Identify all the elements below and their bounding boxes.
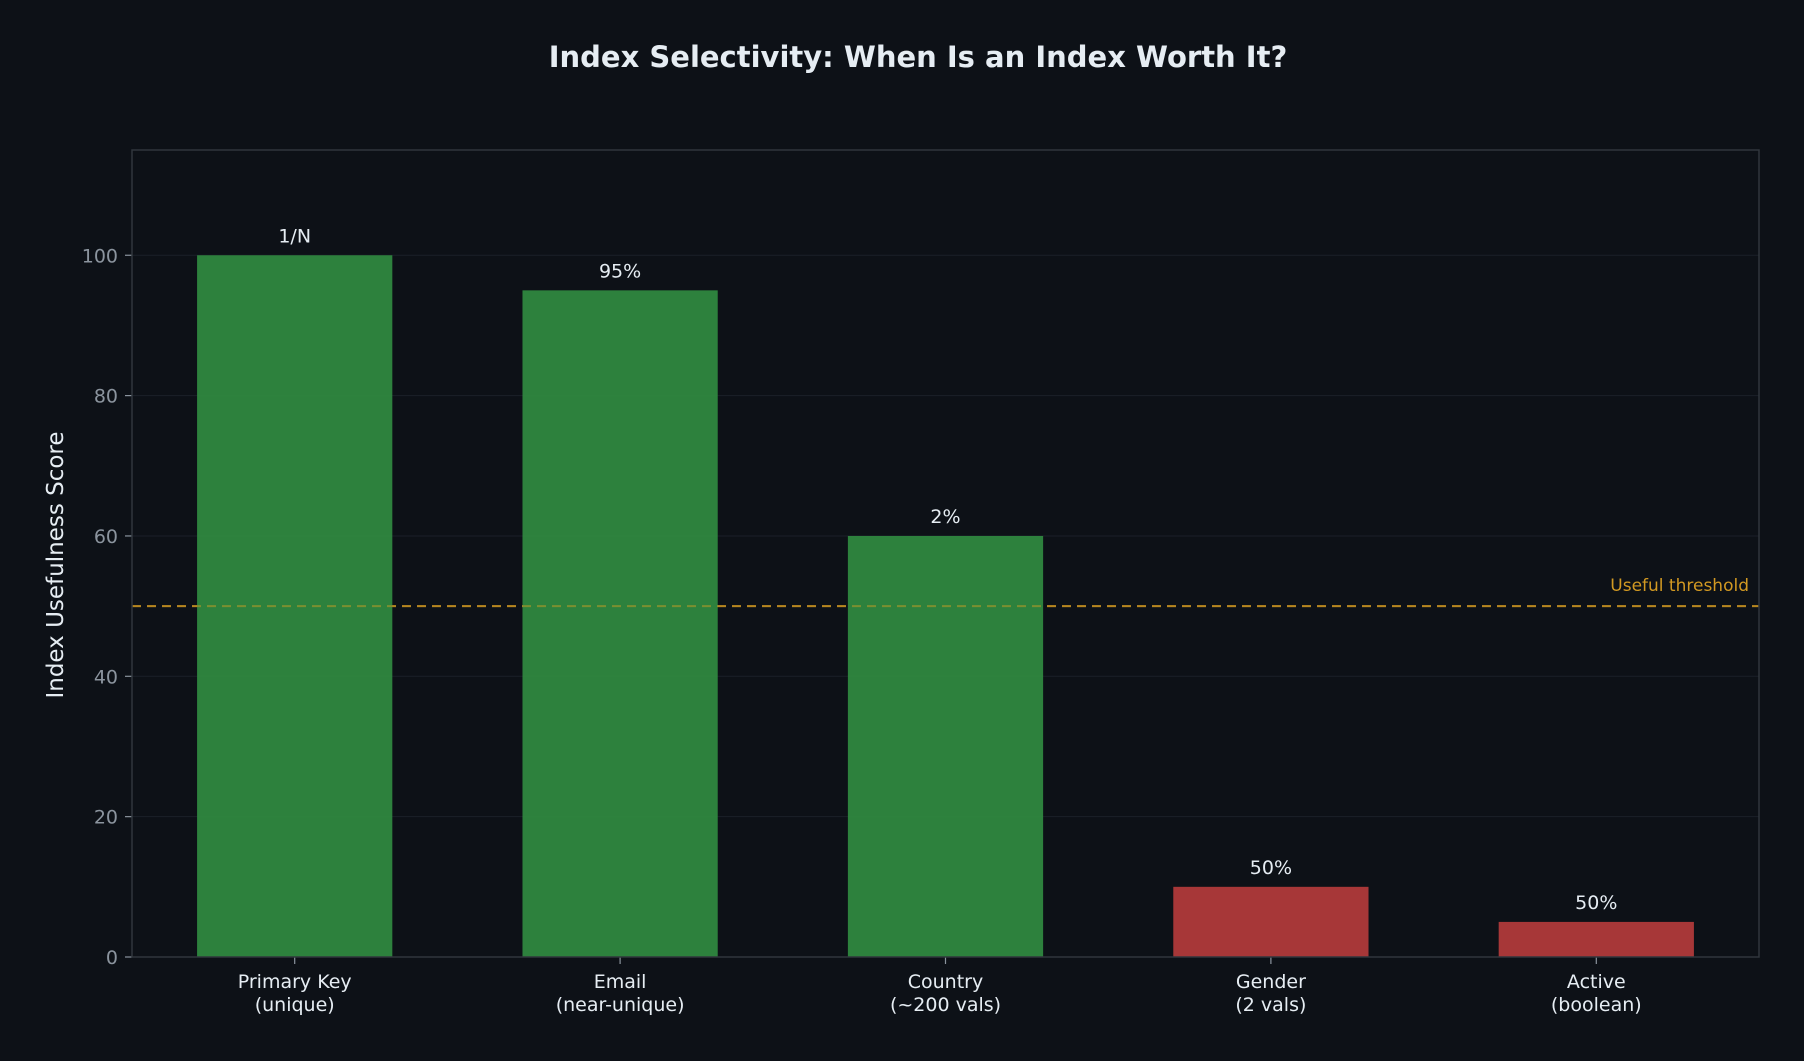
y-tick-label: 40: [94, 666, 118, 688]
bar: [522, 290, 718, 957]
bars-group: [132, 255, 1759, 957]
y-tick-label: 60: [94, 526, 118, 548]
bar: [197, 255, 393, 957]
x-tick-label-line: Gender: [1236, 971, 1306, 993]
y-axis-label: Index Usefulness Score: [43, 431, 69, 698]
x-tick-label-line: (2 vals): [1235, 994, 1306, 1016]
plot-frame: [131, 149, 1760, 958]
x-tick-label: Primary Key (unique): [238, 971, 352, 1016]
threshold-label: Useful threshold: [1610, 576, 1749, 596]
x-tick-label: Gender (2 vals): [1235, 971, 1306, 1016]
bar: [1498, 921, 1694, 957]
bar: [847, 535, 1044, 957]
bar-value-label: 50%: [1575, 892, 1617, 914]
x-tick-label-line: (boolean): [1551, 994, 1642, 1016]
x-tick-label-line: Email: [594, 971, 647, 993]
x-axis-ticks: Primary Key (unique) Email (near-unique) Cou…: [238, 957, 1642, 1016]
x-tick-label-line: Active: [1567, 971, 1626, 993]
x-tick-label-line: (unique): [255, 994, 335, 1016]
x-tick-label-line: (~200 vals): [890, 994, 1001, 1016]
y-tick-label: 0: [106, 947, 118, 969]
x-tick-label: Country (~200 vals): [890, 971, 1001, 1016]
x-tick-label: Email (near-unique): [556, 971, 685, 1016]
bar-value-label: 50%: [1250, 857, 1292, 879]
bar: [1173, 886, 1369, 957]
x-tick-label: Active (boolean): [1551, 971, 1642, 1016]
bar-value-label: 2%: [930, 506, 960, 528]
y-tick-label: 100: [82, 245, 118, 267]
y-tick-label: 80: [94, 386, 118, 408]
bar-value-label: 95%: [599, 260, 641, 282]
x-tick-label-line: Country: [908, 971, 983, 993]
y-axis-ticks: 0 20 40 60 80 100: [82, 245, 132, 969]
bar-value-labels: 1/N 95% 2% 50% 50%: [278, 225, 1617, 914]
x-tick-label-line: (near-unique): [556, 994, 685, 1016]
bar-value-label: 1/N: [278, 225, 311, 247]
chart-title: Index Selectivity: When Is an Index Wort…: [549, 40, 1288, 74]
y-tick-label: 20: [94, 807, 118, 829]
x-tick-label-line: Primary Key: [238, 971, 352, 993]
